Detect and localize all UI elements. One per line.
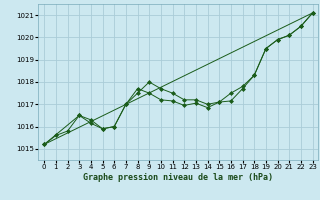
- X-axis label: Graphe pression niveau de la mer (hPa): Graphe pression niveau de la mer (hPa): [84, 173, 273, 182]
